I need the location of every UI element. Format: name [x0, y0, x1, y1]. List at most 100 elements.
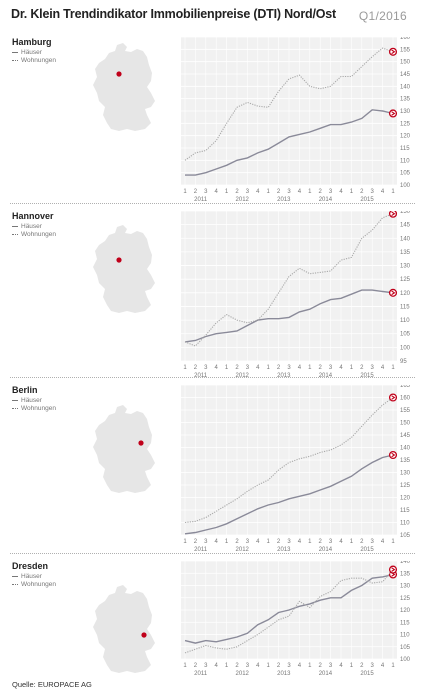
legend-solid-swatch: [12, 575, 18, 577]
y-tick-label: 115: [400, 146, 410, 152]
end-marker-ring: [388, 109, 398, 118]
y-tick-label: 105: [400, 332, 411, 338]
end-marker-ring: [388, 450, 398, 460]
x-tick-label: 4: [215, 365, 219, 371]
germany-shape: [93, 405, 155, 493]
germany-shape: [93, 585, 155, 673]
x-year-label: 2013: [277, 671, 291, 677]
legend-dotted-swatch: [12, 583, 18, 585]
x-year-label: 2012: [236, 197, 250, 203]
legend-dotted-swatch: [12, 233, 18, 235]
city-location-dot: [141, 632, 147, 638]
series-line-wohnungen: [184, 213, 394, 347]
x-year-label: 2015: [360, 197, 374, 203]
source-note: Quelle: EUROPACE AG: [12, 680, 92, 689]
x-tick-label: 3: [329, 663, 333, 669]
legend-houses-label: Häuser: [21, 49, 42, 56]
y-tick-label: 120: [400, 496, 411, 502]
x-tick-label: 2: [194, 663, 198, 669]
y-tick-label: 155: [400, 47, 411, 53]
legend: Häuser Wohnungen: [12, 223, 56, 239]
city-name: Hannover: [12, 211, 54, 221]
end-marker-arrow: [391, 111, 396, 116]
price-chart: 105 110 115 120 125 130 135 140 145 150 155 160 165 1…: [181, 385, 411, 553]
x-year-label: 2015: [360, 373, 374, 379]
series-end-marker: [388, 211, 398, 218]
x-tick-label: 2: [360, 539, 364, 545]
x-tick-label: 1: [350, 539, 354, 545]
series-end-marker: [388, 393, 398, 402]
legend-houses-label: Häuser: [21, 223, 42, 230]
x-tick-label: 1: [308, 663, 312, 669]
y-tick-label: 145: [400, 433, 411, 439]
x-tick-label: 3: [204, 189, 208, 195]
x-tick-label: 1: [391, 539, 395, 545]
x-year-label: 2012: [236, 671, 250, 677]
x-tick-label: 1: [350, 365, 354, 371]
x-tick-label: 1: [391, 365, 395, 371]
y-tick-label: 105: [400, 171, 411, 177]
x-year-label: 2015: [360, 547, 374, 553]
x-tick-label: 4: [298, 539, 302, 545]
y-tick-label: 130: [400, 584, 411, 590]
legend-apartments: Wohnungen: [12, 405, 56, 413]
legend-houses: Häuser: [12, 573, 56, 581]
x-tick-label: 4: [298, 663, 302, 669]
x-tick-label: 1: [267, 365, 271, 371]
legend-solid-swatch: [12, 51, 18, 53]
x-tick-label: 1: [308, 539, 312, 545]
legend-dotted-swatch: [12, 59, 18, 61]
x-tick-label: 4: [339, 539, 343, 545]
y-tick-label: 120: [400, 608, 411, 614]
x-tick-label: 1: [391, 663, 395, 669]
x-year-label: 2014: [319, 671, 333, 677]
x-tick-label: 1: [350, 189, 354, 195]
x-tick-label: 3: [246, 663, 250, 669]
y-tick-label: 140: [400, 561, 411, 565]
y-tick-label: 135: [400, 250, 411, 256]
y-tick-label: 160: [400, 396, 411, 402]
x-tick-label: 1: [225, 539, 229, 545]
x-tick-label: 1: [267, 539, 271, 545]
x-tick-label: 1: [350, 663, 354, 669]
x-year-label: 2011: [194, 373, 208, 379]
y-tick-label: 150: [400, 421, 411, 427]
legend-houses: Häuser: [12, 397, 56, 405]
legend-dotted-swatch: [12, 407, 18, 409]
x-tick-label: 2: [235, 189, 239, 195]
y-tick-label: 95: [400, 359, 407, 365]
y-tick-label: 115: [400, 304, 410, 310]
legend-houses-label: Häuser: [21, 397, 42, 404]
x-tick-label: 1: [267, 663, 271, 669]
x-year-label: 2011: [194, 197, 208, 203]
x-tick-label: 2: [194, 189, 198, 195]
x-tick-label: 3: [246, 539, 250, 545]
series-end-marker: [388, 288, 398, 297]
y-tick-label: 140: [400, 84, 411, 90]
x-tick-label: 1: [183, 365, 187, 371]
x-year-label: 2014: [319, 373, 333, 379]
legend: Häuser Wohnungen: [12, 397, 56, 413]
city-name: Berlin: [12, 385, 38, 395]
x-tick-label: 4: [256, 189, 260, 195]
series-line-wohnungen: [184, 569, 394, 654]
x-tick-label: 3: [287, 539, 291, 545]
x-tick-label: 2: [235, 539, 239, 545]
legend-houses: Häuser: [12, 223, 56, 231]
series-line-haeuser: [184, 454, 394, 535]
end-marker-arrow: [391, 567, 396, 572]
y-tick-label: 100: [400, 657, 411, 663]
x-tick-label: 4: [298, 365, 302, 371]
end-marker-arrow: [391, 395, 396, 400]
end-marker-arrow: [391, 49, 396, 55]
x-year-label: 2013: [277, 373, 291, 379]
y-tick-label: 125: [400, 596, 411, 602]
series-line-haeuser: [184, 573, 394, 644]
x-tick-label: 1: [225, 365, 229, 371]
y-tick-label: 155: [400, 408, 411, 414]
y-tick-label: 135: [400, 571, 411, 577]
series-end-marker: [388, 565, 398, 574]
series-end-marker: [388, 450, 398, 460]
x-tick-label: 2: [277, 663, 281, 669]
end-marker-ring: [388, 565, 398, 574]
